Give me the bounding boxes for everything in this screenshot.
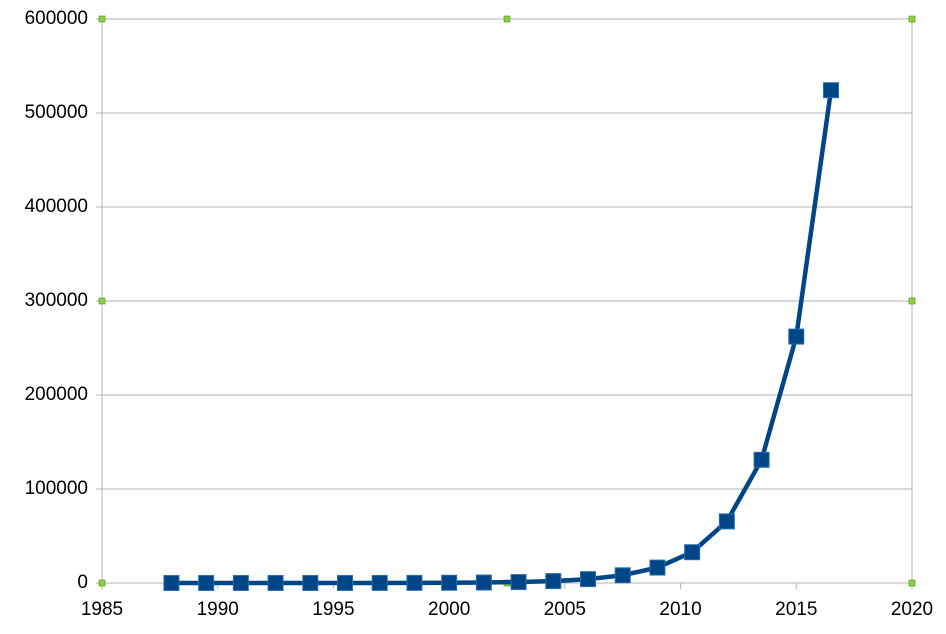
data-point <box>371 574 388 591</box>
selection-handle <box>908 15 916 23</box>
data-point <box>163 574 180 591</box>
data-point <box>198 574 215 591</box>
data-point <box>788 328 805 345</box>
x-tick-label: 1990 <box>197 599 239 620</box>
y-tick-label: 100000 <box>25 478 88 499</box>
x-tick-label: 2020 <box>891 599 933 620</box>
selection-handle <box>908 297 916 305</box>
x-tick-label: 1995 <box>312 599 354 620</box>
data-point <box>475 574 492 591</box>
data-point <box>545 573 562 590</box>
y-tick-label: 0 <box>77 572 88 593</box>
x-tick-label: 2015 <box>775 599 817 620</box>
data-point <box>406 574 423 591</box>
data-point <box>614 567 631 584</box>
data-point <box>823 82 839 99</box>
data-point <box>718 513 735 530</box>
y-tick-label: 600000 <box>25 8 88 29</box>
y-tick-label: 400000 <box>25 196 88 217</box>
y-tick-label: 200000 <box>25 384 88 405</box>
series-line <box>171 89 834 586</box>
data-point <box>684 544 701 561</box>
data-point <box>302 574 319 591</box>
selection-handle <box>98 15 106 23</box>
data-point <box>337 574 353 591</box>
x-tick-label: 2005 <box>544 599 586 620</box>
x-tick-label: 2010 <box>659 599 701 620</box>
data-point <box>649 559 666 576</box>
selection-handle <box>98 297 106 305</box>
data-point <box>580 571 596 588</box>
selection-handle <box>98 579 106 587</box>
data-point <box>267 574 284 591</box>
data-point <box>510 574 527 591</box>
data-point <box>753 451 770 468</box>
x-tick-label: 1985 <box>81 599 123 620</box>
data-point <box>441 574 458 591</box>
selection-handle <box>908 579 916 587</box>
selection-handle <box>503 15 511 23</box>
x-tick-label: 2000 <box>428 599 470 620</box>
data-point <box>232 574 249 591</box>
y-tick-label: 300000 <box>25 290 88 311</box>
y-tick-label: 500000 <box>25 102 88 123</box>
